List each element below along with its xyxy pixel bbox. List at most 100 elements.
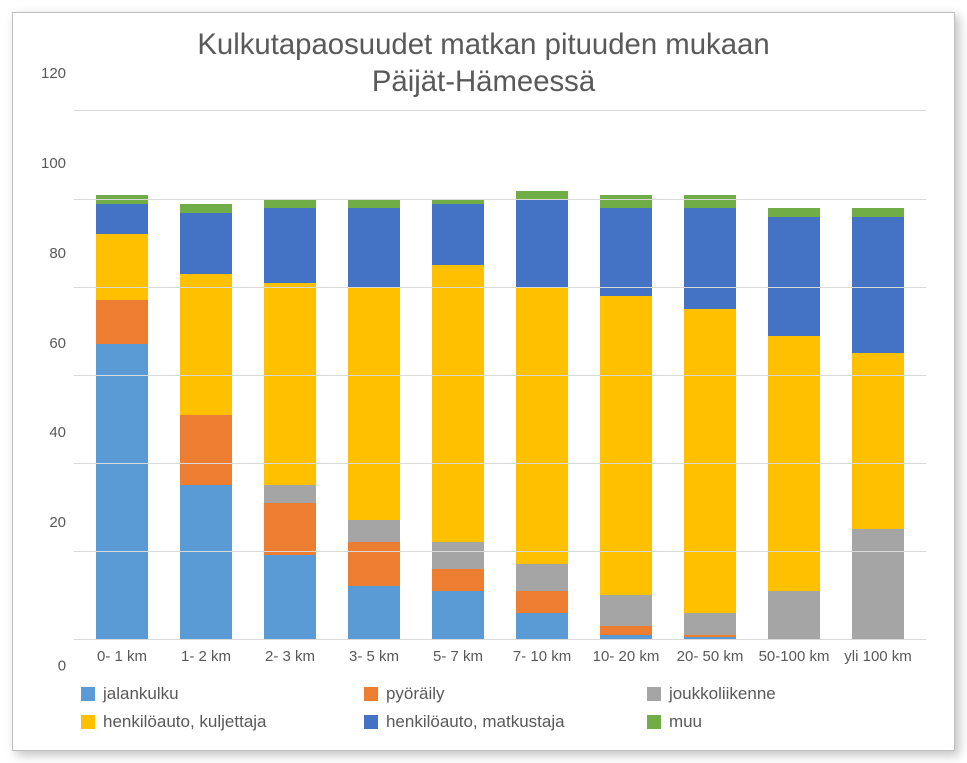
legend-label: muu	[669, 712, 702, 732]
x-tick: 50-100 km	[752, 648, 836, 666]
legend-swatch	[364, 715, 378, 729]
bar-stack	[264, 199, 316, 639]
legend-label: henkilöauto, kuljettaja	[103, 712, 267, 732]
bar-segment	[96, 204, 148, 235]
bar-segment	[684, 309, 736, 612]
legend-swatch	[81, 715, 95, 729]
gridline	[74, 199, 926, 200]
bar-segment	[264, 199, 316, 208]
x-tick: yli 100 km	[836, 648, 920, 666]
chart-title-line-2: Päijät-Hämeessä	[23, 64, 944, 101]
y-tick: 0	[58, 658, 66, 675]
bar-segment	[180, 415, 232, 485]
legend-item: pyöräily	[360, 680, 643, 708]
bar-stack	[768, 208, 820, 639]
legend-item: henkilöauto, kuljettaja	[77, 708, 360, 736]
legend-item: joukkoliikenne	[643, 680, 926, 708]
bar-stack	[432, 199, 484, 639]
bar-segment	[264, 485, 316, 503]
x-axis: 0- 1 km1- 2 km2- 3 km3- 5 km5- 7 km7- 10…	[74, 639, 926, 666]
plot-area	[74, 110, 926, 639]
x-tick: 10- 20 km	[584, 648, 668, 666]
gridline	[74, 551, 926, 552]
bar-segment	[600, 595, 652, 626]
legend-item: jalankulku	[77, 680, 360, 708]
y-tick: 40	[49, 425, 66, 515]
legend-swatch	[364, 687, 378, 701]
x-tick: 1- 2 km	[164, 648, 248, 666]
bar-segment	[516, 564, 568, 590]
bar-segment	[516, 613, 568, 639]
bar-segment	[768, 208, 820, 217]
outer-frame: Kulkutapaosuudet matkan pituuden mukaan …	[0, 0, 967, 763]
bar-segment	[684, 208, 736, 309]
bar-stack	[180, 204, 232, 639]
y-tick: 100	[41, 155, 66, 245]
bar-segment	[348, 586, 400, 639]
chart-title-line-1: Kulkutapaosuudet matkan pituuden mukaan	[23, 27, 944, 64]
bar-segment	[264, 208, 316, 283]
bar-segment	[516, 191, 568, 200]
legend-label: pyöräily	[386, 684, 445, 704]
bar-segment	[264, 283, 316, 485]
chart-card: Kulkutapaosuudet matkan pituuden mukaan …	[12, 12, 955, 751]
bar-stack	[348, 199, 400, 639]
bar-segment	[852, 208, 904, 217]
bar-segment	[684, 613, 736, 635]
bar-segment	[852, 529, 904, 639]
legend-label: joukkoliikenne	[669, 684, 776, 704]
legend-label: jalankulku	[103, 684, 179, 704]
bar-segment	[852, 217, 904, 353]
bar-segment	[432, 569, 484, 591]
bar-segment	[600, 626, 652, 635]
legend: jalankulku pyöräily joukkoliikenne henkilöa…	[23, 666, 944, 736]
x-tick: 7- 10 km	[500, 648, 584, 666]
x-tick: 20- 50 km	[668, 648, 752, 666]
bar-segment	[516, 591, 568, 613]
gridline	[74, 287, 926, 288]
bar-segment	[516, 199, 568, 287]
bar-stack	[600, 195, 652, 639]
y-tick: 120	[41, 65, 66, 155]
chart-title: Kulkutapaosuudet matkan pituuden mukaan …	[23, 27, 944, 100]
legend-swatch	[81, 687, 95, 701]
bar-stack	[684, 195, 736, 639]
bar-segment	[432, 542, 484, 568]
bar-segment	[516, 287, 568, 564]
bar-segment	[768, 591, 820, 639]
bar-segment	[432, 265, 484, 542]
bar-segment	[180, 274, 232, 415]
legend-item: henkilöauto, matkustaja	[360, 708, 643, 736]
bar-segment	[96, 344, 148, 639]
y-tick: 20	[49, 514, 66, 604]
plot-wrap: 0- 1 km1- 2 km2- 3 km3- 5 km5- 7 km7- 10…	[74, 110, 926, 666]
bar-segment	[600, 195, 652, 208]
bar-stack	[96, 195, 148, 639]
x-tick: 2- 3 km	[248, 648, 332, 666]
legend-swatch	[647, 715, 661, 729]
y-axis: 120100806040200	[41, 110, 74, 666]
bar-segment	[432, 204, 484, 266]
x-tick: 5- 7 km	[416, 648, 500, 666]
x-tick: 3- 5 km	[332, 648, 416, 666]
bar-segment	[180, 213, 232, 275]
bar-segment	[768, 217, 820, 336]
legend-item: muu	[643, 708, 926, 736]
chart-body: 120100806040200 0- 1 km1- 2 km2- 3 km3- …	[23, 110, 944, 666]
legend-swatch	[647, 687, 661, 701]
y-tick: 80	[49, 245, 66, 335]
bar-segment	[600, 208, 652, 296]
bar-segment	[852, 353, 904, 529]
bar-segment	[96, 300, 148, 344]
gridline	[74, 463, 926, 464]
gridline	[74, 375, 926, 376]
bar-stack	[852, 208, 904, 639]
bar-segment	[348, 542, 400, 586]
gridline	[74, 639, 926, 640]
bar-segment	[264, 503, 316, 556]
legend-label: henkilöauto, matkustaja	[386, 712, 565, 732]
bar-segment	[180, 485, 232, 639]
bar-segment	[96, 234, 148, 300]
x-tick: 0- 1 km	[80, 648, 164, 666]
bar-stack	[516, 190, 568, 639]
